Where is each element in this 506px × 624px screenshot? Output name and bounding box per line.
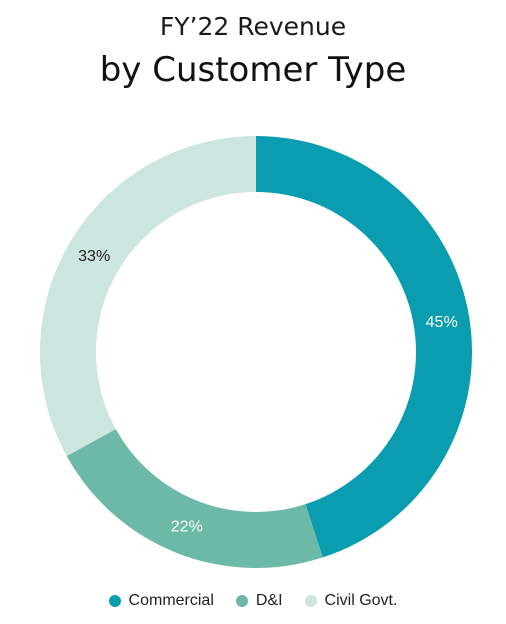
legend-item-d-and-i: D&I <box>235 592 283 610</box>
legend-label-commercial: Commercial <box>128 592 214 609</box>
data-label-d-and-i: 22% <box>171 518 203 535</box>
legend-item-commercial: Commercial <box>108 592 214 610</box>
data-label-civil-govt: 33% <box>78 248 110 265</box>
chart-title-line-1: FY’22 Revenue <box>159 12 347 41</box>
legend-marker-commercial <box>108 595 121 607</box>
legend-marker-civil-govt <box>304 595 317 607</box>
chart-title-line-2: by Customer Type <box>99 50 407 90</box>
legend-item-civil-govt: Civil Govt. <box>304 592 398 610</box>
donut-slice-d-and-i <box>66 429 323 568</box>
legend-marker-d-and-i <box>235 595 248 607</box>
chart-legend: Commercial D&I Civil Govt. <box>0 592 506 610</box>
legend-label-civil-govt: Civil Govt. <box>324 592 398 609</box>
donut-slice-commercial <box>256 136 473 558</box>
donut-slice-civil-govt <box>39 136 257 457</box>
data-label-commercial: 45% <box>426 314 458 331</box>
donut-chart: 45% 22% 33% <box>39 136 473 568</box>
legend-label-d-and-i: D&I <box>255 592 283 609</box>
